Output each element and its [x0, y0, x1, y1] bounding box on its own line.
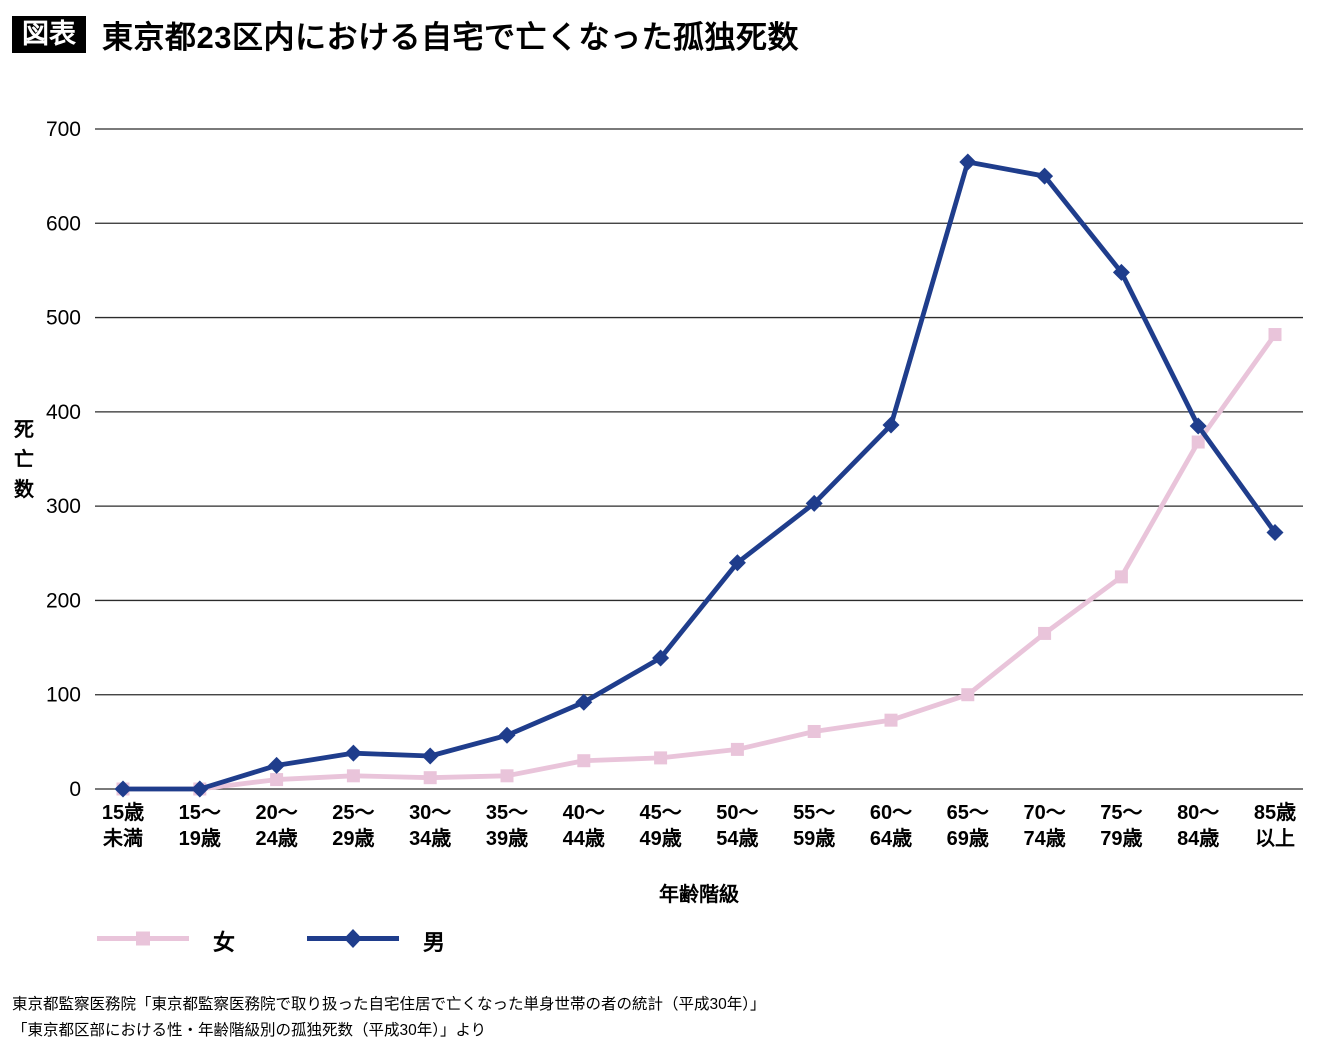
- svg-text:50〜54歳: 50〜 54歳: [716, 802, 758, 850]
- svg-text:35〜39歳: 35〜 39歳: [486, 802, 528, 850]
- page-title: 東京都23区内における自宅で亡くなった孤独死数: [102, 20, 799, 55]
- svg-text:45〜49歳: 45〜 49歳: [639, 802, 681, 850]
- svg-text:20〜24歳: 20〜 24歳: [255, 802, 297, 850]
- line-chart: 0 100 200 300 400 500 600 700 15歳未満 15〜 19歳 20〜 24歳 2…: [14, 118, 1303, 906]
- source-line-1: 東京都監察医務院「東京都監察医務院で取り扱った自宅住居で亡くなった単身世帯の者の…: [12, 996, 766, 1013]
- legend-item-male: 男: [305, 925, 445, 957]
- chart-header: 図表 東京都23区内における自宅で亡くなった孤独死数: [0, 0, 1340, 57]
- svg-text:30〜34歳: 30〜 34歳: [409, 802, 451, 850]
- source-line-2: 「東京都区部における性・年齢階級別の孤独死数（平成30年）」より: [12, 1022, 487, 1040]
- series-女: [116, 328, 1282, 796]
- svg-text:死亡数: 死亡数: [14, 419, 35, 501]
- figure-badge: 図表: [12, 15, 86, 54]
- svg-text:500: 500: [46, 307, 81, 330]
- svg-text:300: 300: [46, 495, 81, 518]
- legend-swatch-female: [95, 928, 191, 955]
- svg-text:15歳未満: 15歳未満: [102, 800, 144, 850]
- svg-text:80〜84歳: 80〜 84歳: [1177, 802, 1219, 850]
- svg-text:200: 200: [46, 589, 81, 612]
- svg-text:400: 400: [46, 401, 81, 424]
- legend-swatch-male: [305, 928, 401, 955]
- svg-text:65〜69歳: 65〜 69歳: [947, 802, 989, 850]
- chart-area: 0 100 200 300 400 500 600 700 15歳未満 15〜 19歳 20〜 24歳 2…: [0, 57, 1340, 912]
- svg-text:60〜64歳: 60〜 64歳: [870, 802, 912, 850]
- svg-text:年齢階級: 年齢階級: [659, 882, 739, 906]
- legend: 女 男: [95, 918, 1340, 964]
- svg-text:15〜19歳: 15〜 19歳: [179, 802, 221, 850]
- svg-text:600: 600: [46, 212, 81, 235]
- svg-text:70〜74歳: 70〜 74歳: [1023, 802, 1065, 850]
- svg-text:40〜44歳: 40〜 44歳: [563, 802, 605, 850]
- svg-text:700: 700: [46, 118, 81, 141]
- svg-text:25〜29歳: 25〜 29歳: [332, 802, 374, 850]
- legend-item-female: 女: [95, 925, 235, 957]
- source-note: 東京都監察医務院「東京都監察医務院で取り扱った自宅住居で亡くなった単身世帯の者の…: [12, 992, 1340, 1045]
- svg-text:0: 0: [69, 778, 81, 801]
- legend-label-female: 女: [213, 930, 236, 955]
- svg-text:100: 100: [46, 684, 81, 707]
- svg-text:55〜59歳: 55〜 59歳: [793, 802, 835, 850]
- svg-text:85歳以上: 85歳以上: [1254, 800, 1296, 850]
- svg-text:75〜79歳: 75〜 79歳: [1100, 802, 1142, 850]
- legend-label-male: 男: [423, 930, 446, 955]
- series-男: [114, 153, 1284, 798]
